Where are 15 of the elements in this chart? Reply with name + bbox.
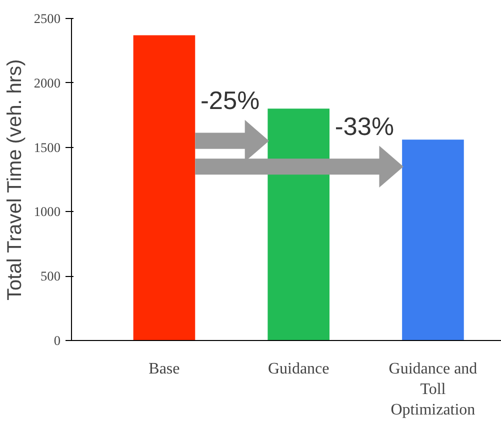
bar (133, 35, 196, 340)
y-tick-label: 2500 (34, 11, 61, 26)
x-tick-label: Base (148, 360, 180, 378)
x-tick-label: Guidance (268, 360, 330, 378)
y-tick-label: 2000 (34, 75, 61, 90)
bar (402, 140, 464, 340)
annotation: -25% (200, 87, 260, 116)
y-axis-title: Total Travel Time (veh. hrs) (4, 59, 26, 300)
annotation: -33% (334, 112, 394, 141)
bar (268, 108, 330, 340)
y-tick-label: 1500 (34, 140, 61, 155)
y-tick-label: 1000 (34, 204, 61, 220)
x-tick-label: Guidance and Toll Optimization (388, 360, 478, 418)
y-tick-label: 500 (40, 268, 61, 284)
y-tick-label: 0 (54, 333, 61, 348)
